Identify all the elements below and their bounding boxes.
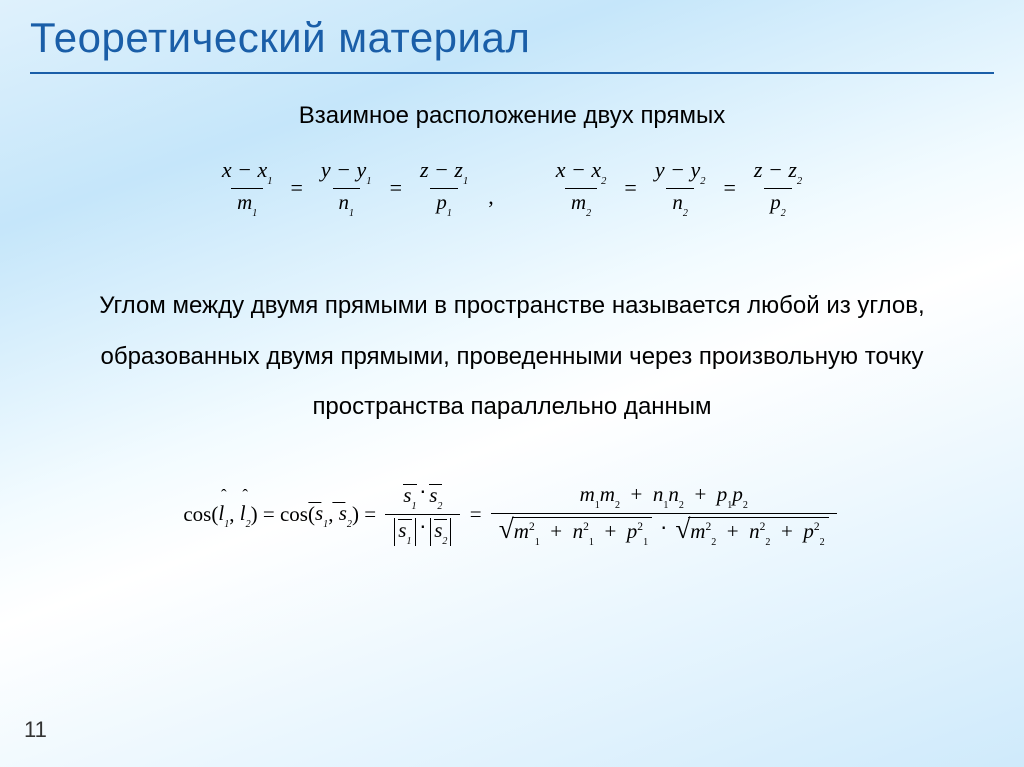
slide-subtitle: Взаимное расположение двух прямых: [0, 102, 1024, 130]
slide-title: Теоретический материал: [0, 0, 1024, 66]
body-paragraph: Углом между двумя прямыми в пространстве…: [48, 281, 976, 432]
page-number: 11: [24, 717, 47, 743]
title-rule: [30, 72, 994, 74]
line-equations-row: x − x1m1 = y − y1n1 = z − z1p1 , x − x2m…: [0, 158, 1024, 217]
line2-eq: x − x2m2 = y − y2n2 = z − z2p2: [550, 158, 808, 217]
cosine-formula: cos(l1, l2) = cos(s1, s2) = s1⋅s2 s1⋅s2 …: [0, 482, 1024, 547]
line1-eq: x − x1m1 = y − y1n1 = z − z1p1 ,: [216, 158, 494, 217]
